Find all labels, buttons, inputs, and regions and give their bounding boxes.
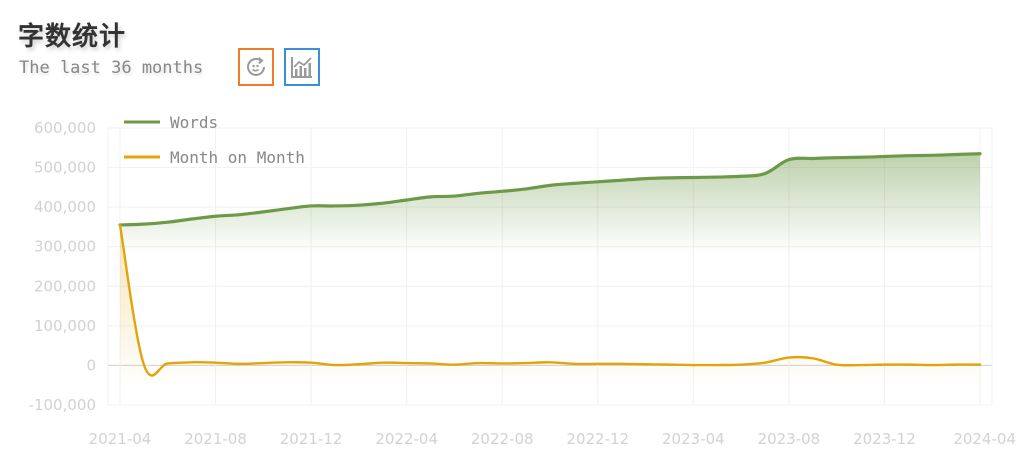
refresh-icon (247, 57, 265, 76)
y-axis: -100,000 0 100,000 200,000 300,000 400,000 500… (29, 119, 96, 414)
y-tick-label: 200,000 (34, 277, 96, 295)
x-tick-label: 2023-08 (758, 430, 821, 448)
series-line-words[interactable] (118, 152, 982, 227)
page-title: 字数统计 (18, 22, 127, 52)
x-tick-label: 2022-12 (566, 430, 629, 448)
chart-type-button[interactable] (284, 48, 320, 86)
y-tick-label: 500,000 (34, 159, 96, 177)
refresh-button[interactable] (238, 48, 274, 86)
legend: Words Month on Month (124, 113, 305, 167)
y-tick-label: 100,000 (34, 317, 96, 335)
x-axis: 2021-04 2021-08 2021-12 2022-04 2022-08 2022-… (89, 430, 1016, 448)
area-month-on-month (120, 224, 980, 388)
series-line-month-on-month[interactable] (118, 223, 982, 377)
legend-item-words[interactable]: Words (124, 113, 218, 132)
x-tick-label: 2023-12 (853, 430, 916, 448)
x-tick-label: 2021-04 (89, 430, 152, 448)
y-tick-label: -100,000 (29, 396, 96, 414)
page-subtitle: The last 36 months (19, 58, 204, 78)
y-tick-label: 600,000 (34, 119, 96, 137)
line-chart-icon (291, 57, 312, 78)
x-tick-label: 2022-08 (471, 430, 534, 448)
y-tick-label: 0 (86, 356, 96, 374)
x-tick-label: 2023-04 (662, 430, 725, 448)
y-tick-label: 300,000 (34, 238, 96, 256)
y-tick-label: 400,000 (34, 198, 96, 216)
x-tick-label: 2022-04 (375, 430, 438, 448)
x-tick-label: 2021-08 (184, 430, 247, 448)
x-tick-label: 2021-12 (280, 430, 343, 448)
legend-item-month-on-month[interactable]: Month on Month (124, 148, 305, 167)
area-words (120, 153, 980, 253)
legend-label-words: Words (170, 113, 218, 132)
x-tick-label: 2024-04 (953, 430, 1016, 448)
legend-label-month-on-month: Month on Month (170, 148, 305, 167)
